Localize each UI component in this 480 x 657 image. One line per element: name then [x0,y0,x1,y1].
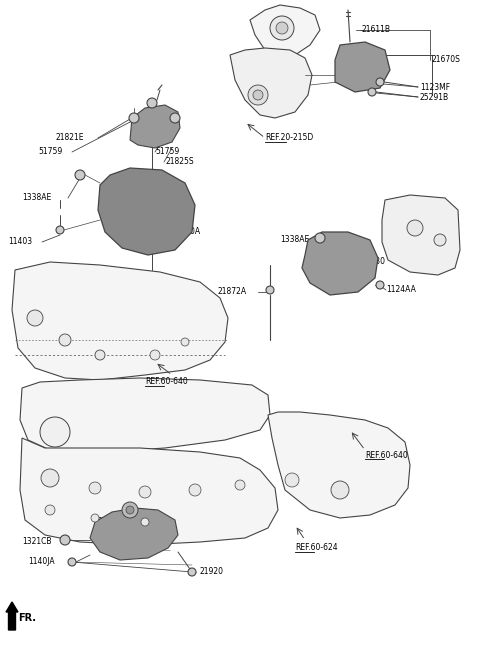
Circle shape [141,518,149,526]
Text: 1124AA: 1124AA [386,286,416,294]
Text: REF.60-640: REF.60-640 [145,378,188,386]
Text: 21950R: 21950R [98,518,128,526]
Circle shape [139,486,151,498]
Polygon shape [130,105,180,148]
Text: 21821E: 21821E [55,133,84,143]
Circle shape [253,90,263,100]
Text: FR.: FR. [18,613,36,623]
Text: 21611B: 21611B [362,26,391,35]
Text: REF.60-624: REF.60-624 [295,543,337,553]
Polygon shape [12,262,228,380]
Text: 1338AE: 1338AE [22,194,51,202]
Circle shape [41,469,59,487]
Polygon shape [302,232,378,295]
Text: 1140JA: 1140JA [28,558,55,566]
Circle shape [170,113,180,123]
Text: 51759: 51759 [155,148,179,156]
Circle shape [59,334,71,346]
Circle shape [95,350,105,360]
Text: 25291B: 25291B [420,93,449,101]
Text: 21670S: 21670S [432,55,461,64]
Circle shape [315,233,325,243]
Circle shape [270,16,294,40]
Polygon shape [268,412,410,518]
Circle shape [68,558,76,566]
Text: 21872A: 21872A [218,288,247,296]
Circle shape [181,338,189,346]
Circle shape [189,484,201,496]
Circle shape [129,113,139,123]
Circle shape [91,514,99,522]
Circle shape [434,234,446,246]
Text: 21810A: 21810A [172,227,201,237]
Circle shape [27,310,43,326]
Polygon shape [90,508,178,560]
Circle shape [248,85,268,105]
Circle shape [376,281,384,289]
Circle shape [235,480,245,490]
Circle shape [331,481,349,499]
Polygon shape [20,378,270,452]
Circle shape [126,506,134,514]
Circle shape [188,568,196,576]
Text: 1338AE: 1338AE [280,235,309,244]
Text: 51759: 51759 [38,148,62,156]
Circle shape [147,98,157,108]
Circle shape [368,88,376,96]
Circle shape [40,417,70,447]
Text: 21920: 21920 [200,568,224,576]
Circle shape [122,502,138,518]
Circle shape [60,535,70,545]
FancyArrow shape [6,602,18,630]
Text: 21825S: 21825S [165,158,193,166]
Text: 1123MF: 1123MF [420,83,450,91]
Polygon shape [335,42,390,92]
Polygon shape [382,195,460,275]
Text: REF.60-640: REF.60-640 [365,451,408,459]
Polygon shape [230,48,312,118]
Text: 21830: 21830 [362,258,386,267]
Circle shape [376,78,384,86]
Text: 11403: 11403 [8,237,32,246]
Polygon shape [20,438,278,545]
Circle shape [285,473,299,487]
Circle shape [407,220,423,236]
Text: 1321CB: 1321CB [22,537,51,547]
Polygon shape [250,5,320,60]
Text: REF.20-215D: REF.20-215D [265,133,313,143]
Circle shape [89,482,101,494]
Polygon shape [98,168,195,255]
Circle shape [266,286,274,294]
Circle shape [150,350,160,360]
Circle shape [75,170,85,180]
Circle shape [56,226,64,234]
Circle shape [276,22,288,34]
Circle shape [45,505,55,515]
